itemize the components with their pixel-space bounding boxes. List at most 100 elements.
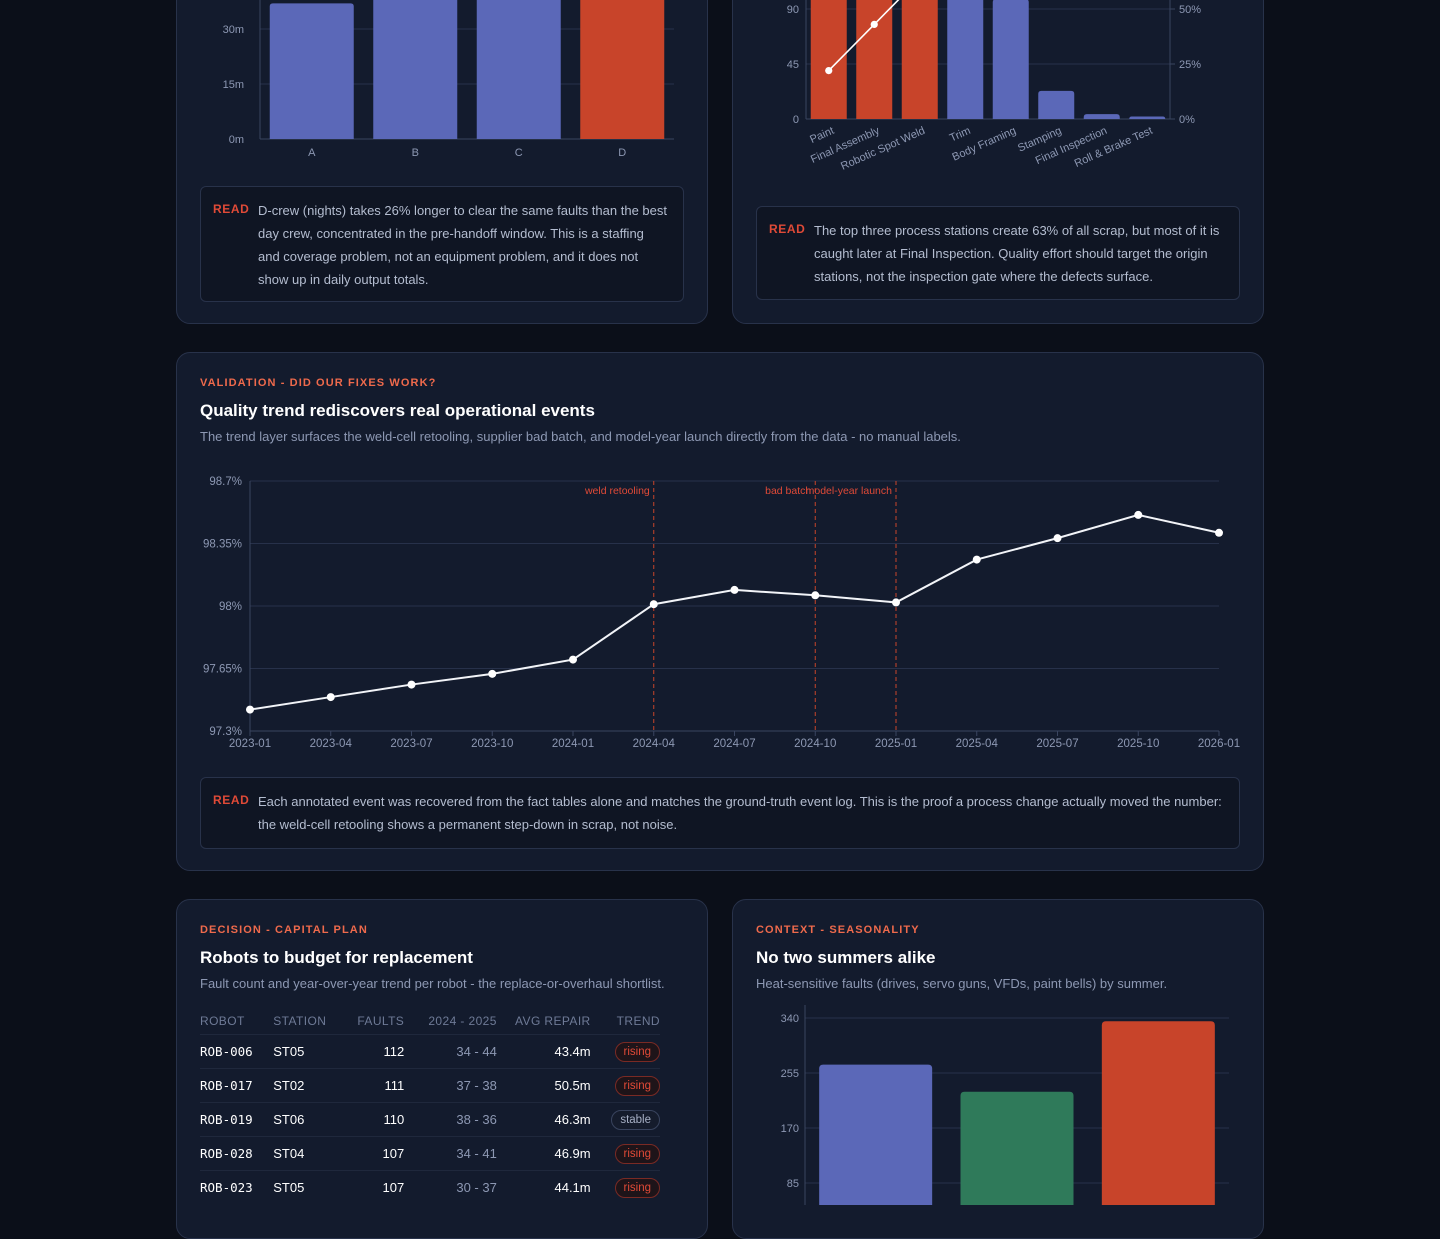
validation-eyebrow: VALIDATION - DID OUR FIXES WORK? <box>200 377 437 389</box>
read-tag: READ <box>213 793 250 807</box>
trend-point <box>892 598 900 607</box>
faults: 111 <box>339 1068 405 1103</box>
x-tick-label: D <box>618 147 626 159</box>
y-tick-label: 98.7% <box>209 476 242 488</box>
x-tick-label: Paint <box>808 125 836 146</box>
table-row[interactable]: ROB-019 ST06 110 38 - 36 46.3m stable <box>200 1102 660 1137</box>
x-tick-label: Trim <box>948 125 973 145</box>
station: ST04 <box>273 1136 340 1171</box>
avg-repair: 44.1m <box>496 1170 591 1204</box>
y-tick-label: 90 <box>787 4 799 16</box>
table-row[interactable]: ROB-006 ST05 112 34 - 44 43.4m rising <box>200 1034 660 1069</box>
faults: 107 <box>339 1136 405 1171</box>
table-row[interactable]: ROB-023 ST05 107 30 - 37 44.1m rising <box>200 1170 660 1204</box>
y-tick-label: 15m <box>223 79 244 91</box>
event-label: weld retooling <box>584 485 650 497</box>
bar <box>810 0 847 119</box>
col-header-robot[interactable]: ROBOT <box>200 1014 245 1028</box>
y-tick-label: 170 <box>781 1123 799 1135</box>
y2-tick-label: 0% <box>1179 114 1195 126</box>
read-text: Each annotated event was recovered from … <box>258 794 1222 832</box>
crew-chart: 0m 15m 30m A B C D <box>223 0 674 159</box>
x-tick-label: 2023-04 <box>310 738 353 750</box>
bar <box>476 0 561 139</box>
trend-point <box>1215 528 1223 537</box>
bar <box>1101 1021 1215 1205</box>
trend-badge: rising <box>614 1075 660 1096</box>
bar <box>819 1064 933 1205</box>
col-header-yoy[interactable]: 2024 - 2025 <box>428 1014 497 1028</box>
trend-point <box>649 600 658 609</box>
quality-trend-chart: 97.3% 97.65% 98% 98.35% 98.7% 2023-01 2023-04 2… <box>203 476 1240 750</box>
y2-tick-label: 50% <box>1179 4 1201 16</box>
crew-panel: 0m 15m 30m A B C D READ D-crew (nights) takes … <box>176 0 708 324</box>
table-row[interactable]: ROB-028 ST04 107 34 - 41 46.9m rising <box>200 1136 660 1171</box>
event-label: bad batch <box>765 485 811 497</box>
bar <box>1129 116 1166 119</box>
avg-repair: 46.3m <box>496 1102 591 1137</box>
trend-point <box>811 591 820 600</box>
avg-repair: 46.9m <box>496 1136 591 1171</box>
col-header-station[interactable]: STATION <box>273 1014 327 1028</box>
yoy: 37 - 38 <box>404 1068 497 1103</box>
read-tag: READ <box>213 202 250 216</box>
context-title: No two summers alike <box>756 948 936 967</box>
trend-point <box>730 585 739 594</box>
y2-tick-label: 25% <box>1179 59 1201 71</box>
avg-repair: 43.4m <box>496 1034 591 1069</box>
robot-id: ROB-006 <box>200 1034 274 1069</box>
faults: 107 <box>339 1170 405 1204</box>
bar <box>1083 114 1120 119</box>
read-text: The top three process stations create 63… <box>814 223 1220 284</box>
x-tick-label: 2024-10 <box>794 738 836 750</box>
col-header-trend[interactable]: TREND <box>616 1014 660 1028</box>
col-header-avg-repair[interactable]: AVG REPAIR <box>515 1014 591 1028</box>
y-tick-label: 255 <box>781 1068 799 1080</box>
trend-badge: rising <box>614 1041 660 1062</box>
yoy: 38 - 36 <box>404 1102 497 1137</box>
x-tick-label: 2023-01 <box>229 738 271 750</box>
trend-point <box>1053 534 1062 543</box>
robot-table: ROBOT STATION FAULTS 2024 - 2025 AVG REP… <box>200 1008 660 1204</box>
y-tick-label: 97.65% <box>203 664 242 676</box>
trend-badge: rising <box>614 1177 660 1198</box>
station: ST05 <box>273 1170 340 1204</box>
yoy: 34 - 44 <box>404 1034 497 1069</box>
x-tick-label: 2025-04 <box>956 738 999 750</box>
station: ST02 <box>273 1068 340 1103</box>
table-row[interactable]: ROB-017 ST02 111 37 - 38 50.5m rising <box>200 1068 660 1103</box>
context-eyebrow: CONTEXT - SEASONALITY <box>756 924 920 936</box>
cumulative-point <box>825 67 833 75</box>
x-tick-label: 2026-01 <box>1198 738 1240 750</box>
trend-line <box>249 513 1220 711</box>
faults: 110 <box>339 1102 405 1137</box>
capital-eyebrow: DECISION - CAPITAL PLAN <box>200 924 368 936</box>
cumulative-point <box>870 20 878 29</box>
col-header-faults[interactable]: FAULTS <box>357 1014 405 1028</box>
bar <box>1038 90 1075 119</box>
trend-point <box>972 555 981 564</box>
avg-repair: 50.5m <box>496 1068 591 1103</box>
bar <box>947 0 984 119</box>
trend-badge: rising <box>614 1143 660 1164</box>
bar <box>901 0 938 119</box>
trend-point <box>246 705 254 714</box>
table-header-row: ROBOT STATION FAULTS 2024 - 2025 AVG REP… <box>200 1008 660 1035</box>
validation-read-box: READ Each annotated event was recovered … <box>200 777 1240 849</box>
x-tick-label: A <box>308 147 316 159</box>
capital-subtitle: Fault count and year-over-year trend per… <box>200 976 665 991</box>
y-tick-label: 0m <box>229 134 244 146</box>
bar <box>373 0 458 139</box>
bar <box>992 0 1029 119</box>
scrap-panel: 0 0% 45 25% 90 50% Paint Final Assembly Robotic … <box>732 0 1264 324</box>
yoy: 34 - 41 <box>404 1136 497 1171</box>
y-tick-label: 98.35% <box>203 539 242 551</box>
x-tick-label: 2024-07 <box>713 738 755 750</box>
station: ST06 <box>273 1102 340 1137</box>
validation-title: Quality trend rediscovers real operation… <box>200 401 595 420</box>
crew-read-box: READ D-crew (nights) takes 26% longer to… <box>200 186 684 302</box>
capital-title: Robots to budget for replacement <box>200 948 473 967</box>
y-tick-label: 85 <box>787 1178 799 1190</box>
x-tick-label: C <box>515 147 523 159</box>
